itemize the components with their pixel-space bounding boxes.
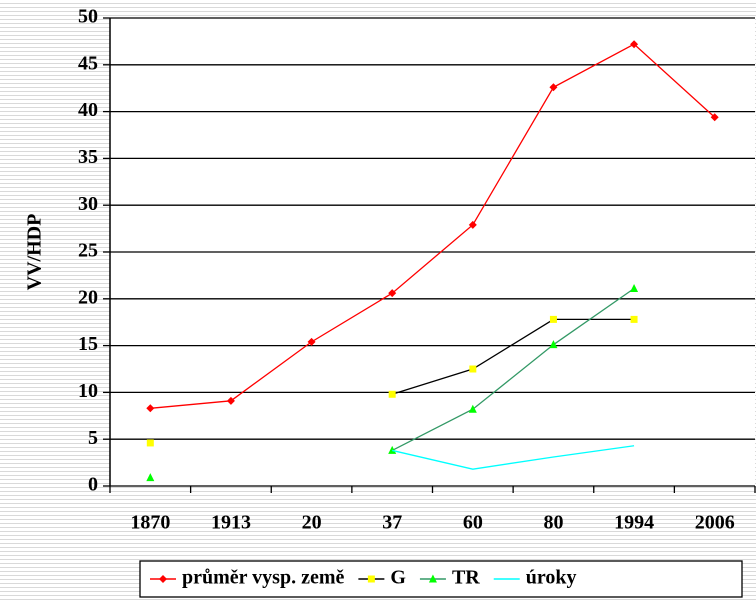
x-tick-label: 20 <box>302 512 322 534</box>
marker <box>388 289 397 298</box>
marker <box>388 445 397 454</box>
legend-label: G <box>390 567 406 589</box>
y-tick-label: 25 <box>78 240 98 262</box>
y-tick-label: 35 <box>78 146 98 168</box>
x-tick-label: 80 <box>543 512 563 534</box>
y-tick-label: 50 <box>78 6 98 28</box>
legend-label: TR <box>452 567 480 589</box>
x-tick-label: 37 <box>382 512 402 534</box>
y-tick-label: 40 <box>78 99 98 121</box>
marker <box>367 575 375 583</box>
x-tick-label: 1994 <box>614 512 654 534</box>
marker <box>549 83 558 92</box>
marker <box>549 340 558 349</box>
legend: průměr vysp. země G TR úroky <box>139 560 743 598</box>
x-tick-label: 2006 <box>695 512 735 534</box>
y-tick-label: 0 <box>88 474 98 496</box>
series-line <box>391 287 635 452</box>
y-tick-label: 20 <box>78 286 98 308</box>
marker <box>388 390 396 398</box>
marker <box>468 404 477 413</box>
y-tick-label: 10 <box>78 380 98 402</box>
y-tick-label: 15 <box>78 333 98 355</box>
marker <box>159 575 167 583</box>
legend-label: průměr vysp. země <box>182 567 344 589</box>
series-line <box>392 445 635 470</box>
y-tick-label: 5 <box>88 427 98 449</box>
marker <box>630 284 639 293</box>
x-tick-label: 1870 <box>130 512 170 534</box>
y-axis-label: VV/HDP <box>24 214 46 291</box>
x-tick-label: 1913 <box>211 512 251 534</box>
marker <box>630 315 638 323</box>
marker <box>226 396 235 405</box>
marker <box>630 40 639 49</box>
series-line <box>150 43 716 409</box>
marker <box>428 574 437 583</box>
marker <box>468 220 477 229</box>
x-tick-label: 60 <box>463 512 483 534</box>
marker <box>146 404 155 413</box>
y-tick-label: 45 <box>78 52 98 74</box>
y-tick-label: 30 <box>78 193 98 215</box>
marker <box>307 337 316 346</box>
marker <box>710 113 719 122</box>
legend-label: úroky <box>526 567 577 589</box>
series-line <box>391 318 635 395</box>
marker <box>549 315 557 323</box>
marker <box>469 365 477 373</box>
marker <box>146 439 154 447</box>
marker <box>146 473 155 482</box>
